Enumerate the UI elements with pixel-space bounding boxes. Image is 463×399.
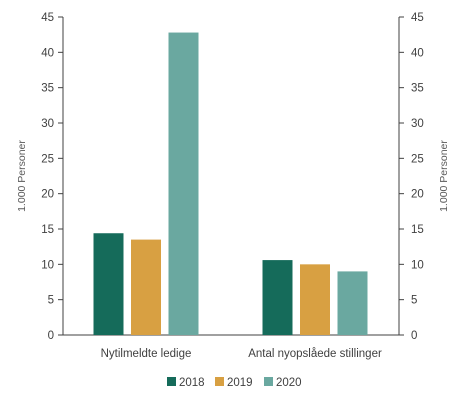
y-tick-label-right: 5 [411, 295, 417, 307]
bar-2018-nytilmeldte [93, 233, 124, 335]
y-tick-label-right: 35 [411, 83, 424, 95]
y-tick-label-left: 0 [48, 330, 54, 342]
legend: 2018 2019 2020 [167, 377, 302, 389]
labels: 0 0 5 5 10 10 15 15 20 20 25 25 30 30 35 35 40 40 45 45 1.00… [16, 12, 450, 360]
y-tick-label-right: 0 [411, 330, 417, 342]
y-tick-label-right: 10 [411, 259, 424, 271]
legend-label-2020: 2020 [276, 377, 302, 389]
bar-2019-stillinger [300, 264, 330, 335]
y-tick-label-left: 30 [41, 118, 54, 130]
bar-2020-nytilmeldte [168, 32, 199, 336]
legend-label-2018: 2018 [179, 377, 205, 389]
bar-2020-stillinger [337, 271, 368, 335]
y-tick-label-left: 35 [41, 83, 54, 95]
y-tick-label-right: 20 [411, 189, 424, 201]
y-tick-label-right: 15 [411, 224, 424, 236]
y-tick-label-left: 5 [48, 295, 54, 307]
legend-swatch-2018 [167, 377, 176, 386]
bar-2018-stillinger [262, 260, 293, 335]
y-tick-label-right: 45 [411, 12, 424, 24]
y-tick-label-right: 25 [411, 153, 424, 165]
y-tick-label-right: 30 [411, 118, 424, 130]
y-tick-label-left: 15 [41, 224, 54, 236]
y-tick-label-left: 45 [41, 12, 54, 24]
bar-2019-nytilmeldte [131, 239, 161, 335]
legend-swatch-2020 [264, 377, 273, 386]
x-category-label: Antal nyopslåede stillinger [248, 348, 382, 360]
y-axis-title-left: 1.000 Personer [16, 140, 28, 212]
y-axis-title-right: 1.000 Personer [438, 140, 450, 212]
legend-swatch-2019 [215, 377, 224, 386]
y-tick-label-right: 40 [411, 47, 424, 59]
y-tick-label-left: 10 [41, 259, 54, 271]
legend-label-2019: 2019 [227, 377, 253, 389]
y-tick-label-left: 25 [41, 153, 54, 165]
x-category-label: Nytilmeldte ledige [101, 348, 192, 360]
y-tick-label-left: 20 [41, 189, 54, 201]
y-tick-label-left: 40 [41, 47, 54, 59]
bars [93, 32, 368, 336]
